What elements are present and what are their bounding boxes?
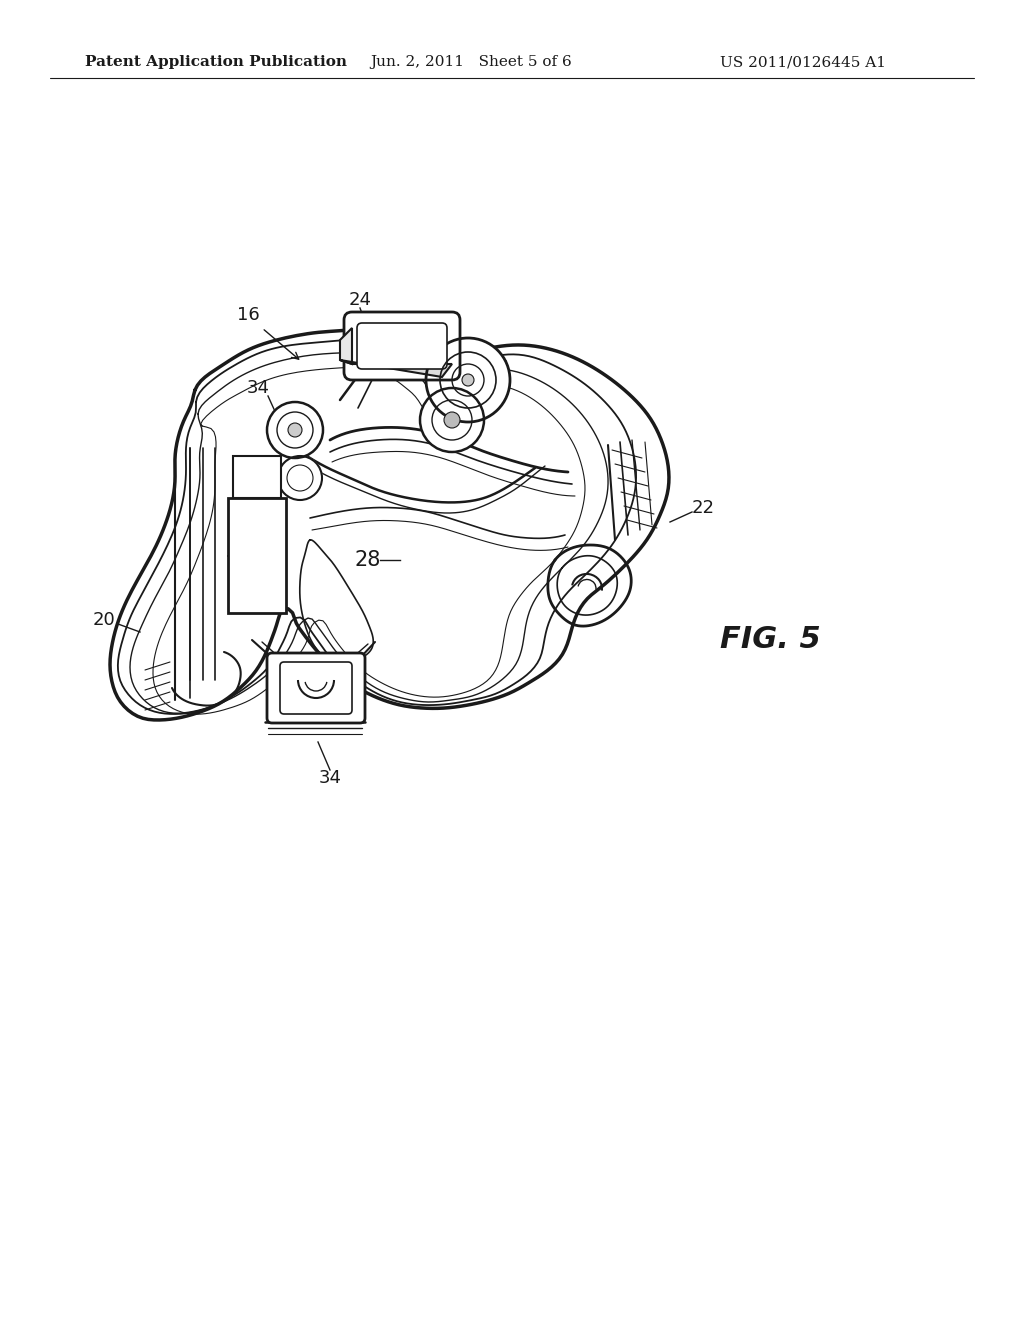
Text: 16: 16 (237, 306, 259, 323)
Text: 26: 26 (486, 359, 509, 378)
Circle shape (420, 388, 484, 451)
FancyBboxPatch shape (228, 498, 286, 612)
Circle shape (462, 374, 474, 385)
FancyBboxPatch shape (280, 663, 352, 714)
Text: 34: 34 (247, 379, 269, 397)
Text: Jun. 2, 2011   Sheet 5 of 6: Jun. 2, 2011 Sheet 5 of 6 (370, 55, 571, 69)
Text: 34: 34 (318, 770, 341, 787)
Text: FIG. 5: FIG. 5 (720, 626, 821, 655)
Circle shape (426, 338, 510, 422)
Text: US 2011/0126445 A1: US 2011/0126445 A1 (720, 55, 886, 69)
FancyBboxPatch shape (233, 455, 281, 498)
FancyBboxPatch shape (267, 653, 365, 723)
Circle shape (288, 422, 302, 437)
Text: 20: 20 (92, 611, 115, 630)
Polygon shape (340, 360, 452, 378)
Polygon shape (340, 327, 352, 364)
Circle shape (267, 403, 323, 458)
FancyBboxPatch shape (344, 312, 460, 380)
Text: 24: 24 (348, 290, 372, 309)
Text: 22: 22 (692, 499, 715, 517)
FancyBboxPatch shape (357, 323, 447, 370)
Circle shape (278, 455, 322, 500)
Circle shape (444, 412, 460, 428)
Text: 28: 28 (354, 550, 381, 570)
Text: Patent Application Publication: Patent Application Publication (85, 55, 347, 69)
